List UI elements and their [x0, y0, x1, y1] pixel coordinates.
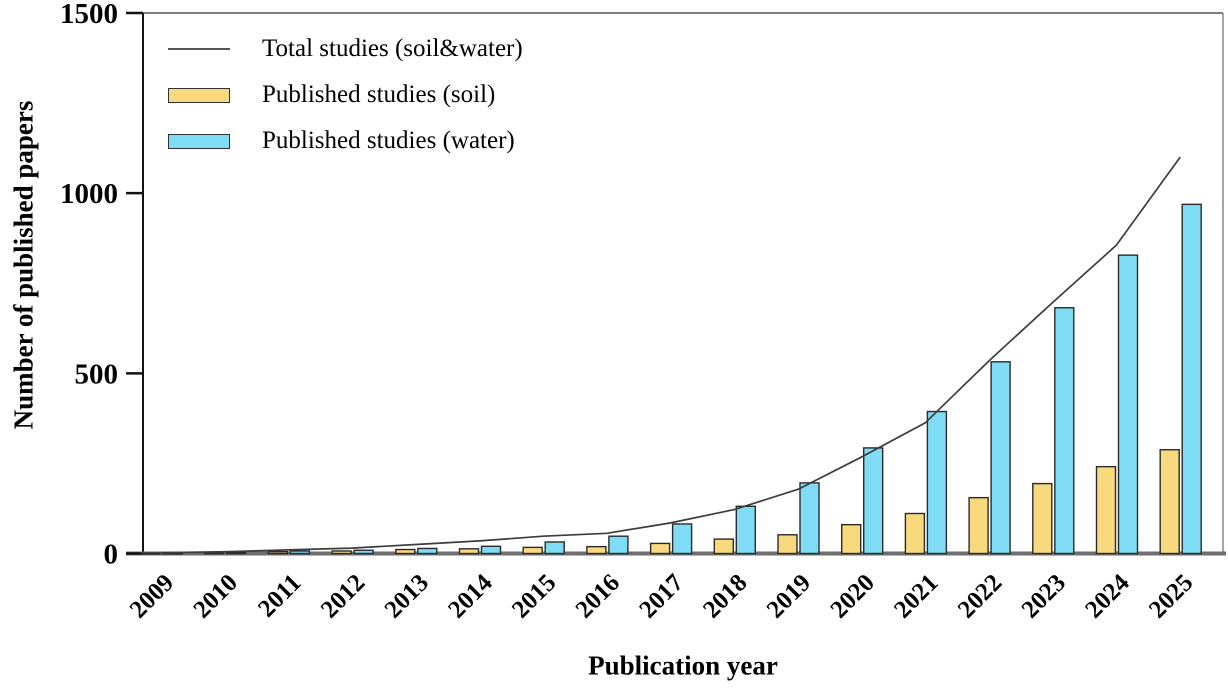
x-tick-label-2023: 2023 — [1017, 569, 1071, 623]
bar-soil-2013 — [395, 548, 416, 555]
bar-soil-2009 — [140, 552, 161, 555]
bar-soil-2014 — [458, 548, 480, 555]
bar-water-2025 — [1181, 203, 1202, 555]
bar-soil-2024 — [1095, 465, 1117, 555]
x-tick-label-2009: 2009 — [125, 569, 179, 623]
legend: Total studies (soil&water) Published stu… — [168, 26, 523, 164]
water-bar-swatch-icon — [168, 133, 230, 149]
legend-label-soil: Published studies (soil) — [262, 81, 496, 108]
x-tick-label-2018: 2018 — [698, 569, 752, 623]
x-tick-label-2011: 2011 — [253, 569, 306, 622]
bar-water-2011 — [289, 550, 311, 555]
bar-water-2023 — [1054, 307, 1075, 555]
x-tick-label-2019: 2019 — [762, 569, 816, 623]
bar-water-2010 — [225, 551, 247, 555]
bar-water-2013 — [417, 547, 438, 555]
legend-item-total: Total studies (soil&water) — [168, 26, 523, 72]
bar-water-2020 — [863, 447, 884, 555]
total-line-swatch-icon — [168, 48, 230, 50]
x-tick-label-2016: 2016 — [571, 569, 625, 623]
x-tick-label-2013: 2013 — [380, 569, 434, 623]
x-tick-label-2025: 2025 — [1144, 569, 1198, 623]
bar-water-2018 — [735, 505, 756, 555]
bar-water-2012 — [353, 549, 374, 555]
bar-soil-2015 — [522, 546, 543, 555]
x-tick-label-2020: 2020 — [825, 569, 879, 623]
legend-label-total: Total studies (soil&water) — [262, 35, 523, 62]
x-tick-label-2021: 2021 — [889, 569, 943, 623]
y-tick-label: 0 — [104, 539, 119, 571]
bar-soil-2022 — [968, 496, 989, 555]
bar-soil-2019 — [777, 534, 798, 555]
y-axis-title: Number of published papers — [8, 100, 39, 430]
bar-soil-2012 — [331, 550, 352, 555]
bar-soil-2010 — [203, 552, 225, 555]
bar-water-2022 — [990, 361, 1011, 555]
legend-label-water: Published studies (water) — [262, 127, 515, 154]
x-tick-label-2017: 2017 — [634, 569, 688, 623]
x-tick-label-2015: 2015 — [507, 569, 561, 623]
y-tick-label: 1500 — [60, 0, 118, 30]
y-tick-label: 500 — [75, 358, 119, 390]
bar-soil-2017 — [649, 542, 671, 555]
bar-water-2015 — [544, 541, 565, 555]
soil-bar-swatch-icon — [168, 87, 230, 103]
x-tick-label-2014: 2014 — [443, 569, 498, 624]
bar-soil-2016 — [586, 545, 607, 555]
x-axis-title: Publication year — [588, 650, 778, 681]
bar-soil-2025 — [1159, 449, 1180, 555]
bar-water-2016 — [608, 535, 629, 555]
bar-water-2017 — [671, 523, 693, 555]
x-tick-label-2024: 2024 — [1080, 569, 1135, 624]
bar-soil-2020 — [841, 523, 862, 555]
x-tick-label-2022: 2022 — [953, 569, 1007, 623]
y-tick-label: 1000 — [60, 178, 118, 210]
bar-water-2014 — [480, 545, 502, 555]
legend-item-soil: Published studies (soil) — [168, 72, 523, 118]
bar-soil-2021 — [904, 512, 926, 555]
bar-soil-2018 — [713, 538, 734, 555]
bar-water-2021 — [926, 410, 948, 555]
bar-water-2024 — [1117, 254, 1139, 555]
x-tick-label-2010: 2010 — [188, 569, 242, 623]
bar-soil-2023 — [1032, 482, 1053, 555]
total-studies-line — [160, 156, 1181, 554]
legend-item-water: Published studies (water) — [168, 118, 523, 164]
bar-soil-2011 — [267, 550, 289, 555]
bar-water-2019 — [799, 482, 820, 555]
x-tick-label-2012: 2012 — [316, 569, 370, 623]
